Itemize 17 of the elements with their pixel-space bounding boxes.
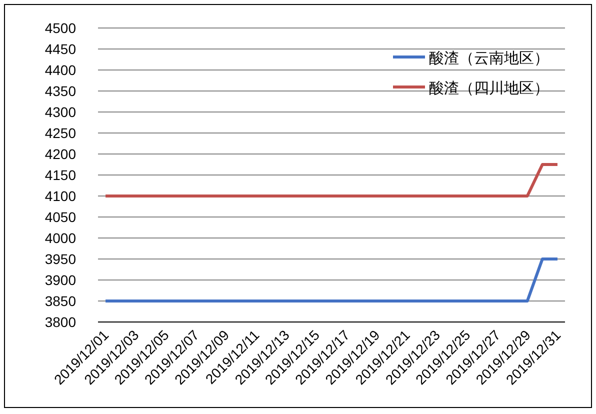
y-tick-label: 4050 (44, 209, 76, 225)
y-tick-label: 3800 (44, 314, 76, 330)
y-tick-label: 4400 (44, 62, 76, 78)
y-tick-label: 4350 (44, 83, 76, 99)
y-tick-label: 4150 (44, 167, 76, 183)
y-tick-label: 3850 (44, 293, 76, 309)
y-tick-label: 3900 (44, 272, 76, 288)
y-tick-label: 4250 (44, 125, 76, 141)
y-tick-label: 3950 (44, 251, 76, 267)
y-tick-label: 4450 (44, 41, 76, 57)
y-tick-label: 4000 (44, 230, 76, 246)
legend-label: 酸渣（云南地区） (429, 50, 549, 67)
legend-label: 酸渣（四川地区） (429, 80, 549, 97)
y-tick-label: 4100 (44, 188, 76, 204)
y-tick-label: 4500 (44, 20, 76, 36)
y-tick-label: 4200 (44, 146, 76, 162)
y-tick-label: 4300 (44, 104, 76, 120)
